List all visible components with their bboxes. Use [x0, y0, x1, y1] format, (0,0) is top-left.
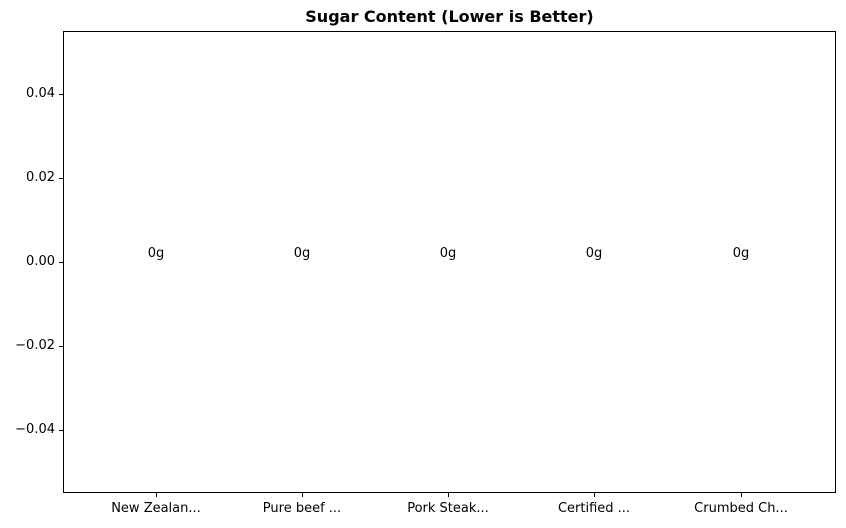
bar-value-label: 0g: [732, 246, 750, 261]
x-tick-label: New Zealan...: [111, 501, 201, 516]
y-tick-mark: [59, 430, 63, 431]
x-tick-mark: [741, 493, 742, 497]
x-tick-mark: [156, 493, 157, 497]
bar-value-label: 0g: [147, 246, 165, 261]
bar-value-label: 0g: [439, 246, 457, 261]
y-tick-mark: [59, 346, 63, 347]
y-tick-mark: [59, 94, 63, 95]
x-tick-label: Crumbed Ch...: [694, 501, 788, 516]
bar-value-label: 0g: [293, 246, 311, 261]
x-tick-mark: [448, 493, 449, 497]
y-tick-label: 0.00: [26, 254, 55, 269]
chart-title: Sugar Content (Lower is Better): [305, 7, 594, 26]
y-tick-mark: [59, 262, 63, 263]
y-tick-label: −0.04: [15, 422, 55, 437]
plot-area: [63, 31, 836, 493]
y-tick-label: −0.02: [15, 338, 55, 353]
x-tick-mark: [594, 493, 595, 497]
x-tick-label: Pork Steak...: [407, 501, 489, 516]
y-tick-label: 0.04: [26, 86, 55, 101]
y-tick-mark: [59, 178, 63, 179]
bar-value-label: 0g: [585, 246, 603, 261]
y-tick-label: 0.02: [26, 170, 55, 185]
x-tick-label: Certified ...: [557, 501, 631, 516]
x-tick-label: Pure beef ...: [262, 501, 342, 516]
x-tick-mark: [302, 493, 303, 497]
